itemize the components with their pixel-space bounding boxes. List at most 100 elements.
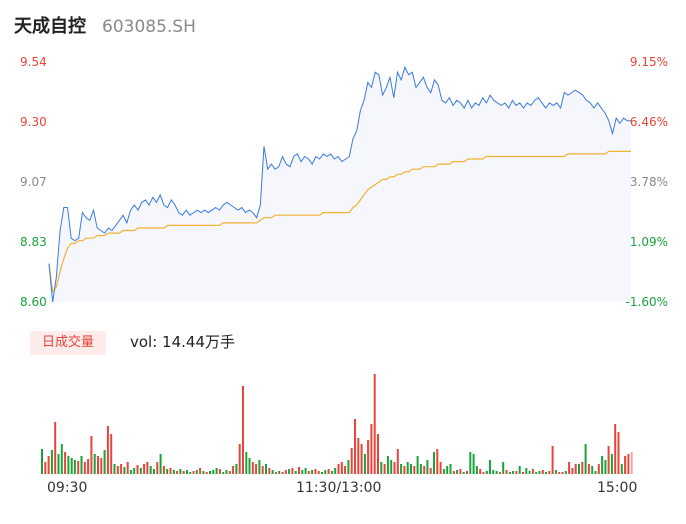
volume-bar bbox=[218, 469, 221, 474]
volume-bar bbox=[400, 464, 403, 474]
volume-bar bbox=[416, 456, 419, 474]
volume-chart bbox=[41, 374, 633, 474]
volume-bar bbox=[541, 470, 544, 474]
volume-bar bbox=[139, 468, 142, 474]
volume-bar bbox=[120, 464, 123, 474]
volume-bar bbox=[228, 471, 231, 474]
volume-bar bbox=[423, 466, 426, 474]
volume-bar bbox=[146, 462, 149, 474]
volume-bar bbox=[518, 466, 521, 474]
volume-bar bbox=[57, 454, 60, 474]
volume-bar bbox=[456, 470, 459, 474]
volume-bar bbox=[212, 470, 215, 474]
volume-bar bbox=[604, 460, 607, 474]
volume-bar bbox=[551, 446, 554, 474]
volume-bar bbox=[350, 448, 353, 474]
stock-name: 天成自控 bbox=[14, 16, 86, 37]
volume-bar bbox=[452, 471, 455, 474]
volume-bar bbox=[41, 449, 43, 474]
y-tick-right: 3.78% bbox=[630, 175, 668, 189]
volume-bar bbox=[406, 462, 409, 474]
y-tick-left: 9.54 bbox=[20, 55, 47, 69]
volume-bar bbox=[462, 472, 465, 474]
volume-bar bbox=[176, 471, 179, 474]
volume-bar bbox=[396, 449, 399, 474]
volume-bar bbox=[172, 470, 175, 474]
volume-bar bbox=[324, 470, 327, 474]
volume-bar bbox=[357, 438, 360, 474]
volume-bar bbox=[156, 462, 159, 474]
volume-bar bbox=[429, 468, 432, 474]
volume-bar bbox=[271, 470, 274, 474]
volume-bar bbox=[587, 464, 590, 474]
volume-bar bbox=[110, 434, 113, 474]
stock-header: 天成自控 603085.SH bbox=[14, 12, 196, 40]
volume-bar bbox=[235, 464, 238, 474]
volume-bar bbox=[561, 472, 564, 474]
volume-bar bbox=[274, 472, 277, 474]
volume-bar bbox=[44, 462, 47, 474]
volume-bar bbox=[298, 467, 300, 474]
volume-bar bbox=[83, 462, 86, 474]
volume-bar bbox=[77, 461, 80, 474]
volume-tag: 日成交量 bbox=[30, 331, 107, 355]
volume-bar bbox=[166, 469, 169, 474]
volume-bar bbox=[578, 464, 580, 474]
volume-bar bbox=[60, 444, 63, 474]
volume-bar bbox=[321, 472, 323, 474]
volume-bar bbox=[284, 470, 287, 474]
volume-bar bbox=[610, 454, 613, 474]
volume-bar bbox=[515, 471, 518, 474]
volume-bar bbox=[545, 472, 547, 474]
volume-bar bbox=[512, 471, 515, 474]
volume-bar bbox=[340, 462, 343, 474]
volume-bar bbox=[436, 449, 439, 474]
volume-bar bbox=[301, 470, 304, 474]
volume-bar bbox=[614, 424, 617, 474]
volume-bar bbox=[70, 458, 73, 474]
volume-bar bbox=[466, 471, 468, 474]
volume-bar bbox=[307, 471, 310, 474]
volume-bar bbox=[136, 465, 139, 474]
y-tick-right: 6.46% bbox=[630, 115, 668, 129]
volume-bar bbox=[106, 426, 109, 474]
volume-bar bbox=[482, 472, 485, 474]
average-price-line bbox=[48, 150, 631, 294]
price-line bbox=[48, 65, 631, 303]
y-tick-left: 9.30 bbox=[20, 115, 47, 129]
volume-bar bbox=[469, 452, 472, 474]
volume-bar bbox=[195, 470, 198, 474]
volume-bar bbox=[159, 454, 162, 474]
volume-bar bbox=[380, 462, 383, 474]
volume-bar bbox=[179, 469, 182, 474]
volume-bar bbox=[554, 470, 557, 474]
volume-bar bbox=[370, 424, 373, 474]
volume-bar bbox=[525, 468, 528, 474]
volume-bar bbox=[169, 468, 172, 474]
volume-bar bbox=[426, 460, 429, 474]
volume-bar bbox=[129, 470, 132, 474]
volume-bar bbox=[548, 471, 551, 474]
volume-bar bbox=[192, 471, 195, 474]
volume-bar bbox=[116, 466, 119, 474]
y-tick-right: 9.15% bbox=[630, 55, 668, 69]
volume-bar bbox=[558, 472, 561, 474]
price-chart: 9.54 9.15% 9.30 6.46% 9.07 3.78% 8.83 1.09% 8.60… bbox=[20, 55, 668, 309]
volume-bar bbox=[538, 471, 541, 474]
volume-bar bbox=[528, 471, 531, 474]
price-area-fill bbox=[49, 67, 631, 302]
volume-bar bbox=[288, 469, 291, 474]
volume-bar bbox=[459, 469, 462, 474]
volume-bar bbox=[209, 471, 211, 474]
volume-bar bbox=[113, 464, 116, 474]
volume-bar bbox=[360, 444, 363, 474]
volume-bar bbox=[153, 469, 155, 474]
volume-bar bbox=[601, 456, 604, 474]
volume-bar bbox=[363, 454, 366, 474]
y-tick-left: 8.83 bbox=[20, 235, 47, 249]
volume-bar bbox=[50, 450, 53, 474]
volume-bar bbox=[304, 468, 307, 474]
volume-bar bbox=[564, 471, 567, 474]
y-tick-right: -1.60% bbox=[626, 295, 668, 309]
volume-bar bbox=[317, 471, 320, 474]
